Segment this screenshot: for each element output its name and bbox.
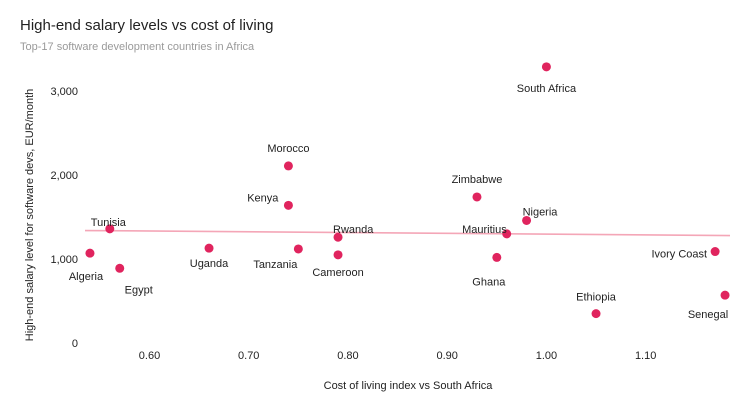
point-label-tunisia: Tunisia: [91, 217, 127, 229]
point-senegal: [720, 290, 730, 300]
point-label-nigeria: Nigeria: [523, 206, 559, 218]
trendline-layer: [84, 229, 731, 237]
point-label-senegal: Senegal: [688, 309, 728, 321]
x-tick-label: 1.10: [635, 350, 656, 362]
x-tick-label: 0.80: [337, 350, 358, 362]
point-label-algeria: Algeria: [69, 271, 104, 283]
point-label-morocco: Morocco: [267, 143, 309, 155]
y-tick-label: 3,000: [50, 86, 78, 98]
point-label-egypt: Egypt: [125, 284, 153, 296]
point-labels-layer: South Africa Morocco Zimbabwe Kenya Nigeria T…: [69, 83, 728, 321]
point-label-rwanda: Rwanda: [333, 224, 374, 236]
point-tunisia: [105, 224, 115, 234]
point-zimbabwe: [472, 192, 482, 202]
point-mauritius: [502, 229, 512, 239]
point-kenya: [283, 200, 293, 210]
point-nigeria: [522, 215, 532, 225]
x-tick-label: 0.70: [238, 350, 259, 362]
y-tick-label: 2,000: [50, 170, 78, 182]
point-label-ghana: Ghana: [472, 276, 506, 288]
point-ghana: [492, 252, 502, 262]
point-label-kenya: Kenya: [247, 192, 279, 204]
points-layer: [85, 62, 730, 319]
x-axis-ticks: 0.60 0.70 0.80 0.90 1.00 1.10: [139, 350, 657, 362]
point-label-zimbabwe: Zimbabwe: [452, 174, 503, 186]
point-tanzania: [293, 244, 303, 254]
point-morocco: [283, 161, 293, 171]
point-label-ethiopia: Ethiopia: [576, 292, 617, 304]
point-cameroon: [333, 250, 343, 260]
x-tick-label: 0.90: [436, 350, 457, 362]
point-label-tanzania: Tanzania: [253, 259, 298, 271]
x-axis-title: Cost of living index vs South Africa: [324, 380, 494, 392]
point-south-africa: [541, 62, 551, 72]
x-tick-label: 1.00: [536, 350, 557, 362]
point-label-ivory-coast: Ivory Coast: [651, 249, 707, 261]
point-ivory-coast: [710, 247, 720, 257]
y-tick-label: 0: [72, 338, 78, 350]
point-egypt: [115, 263, 125, 273]
y-axis-title: High-end salary level for software devs,…: [24, 89, 36, 342]
point-algeria: [85, 248, 95, 258]
point-uganda: [204, 243, 214, 253]
y-tick-label: 1,000: [50, 254, 78, 266]
chart-title: High-end salary levels vs cost of living: [20, 17, 274, 34]
point-ethiopia: [591, 309, 601, 319]
point-label-uganda: Uganda: [190, 258, 229, 270]
y-axis-ticks: 0 1,000 2,000 3,000: [50, 86, 78, 350]
trendline: [84, 229, 731, 237]
chart-subtitle: Top-17 software development countries in…: [20, 41, 255, 53]
x-tick-label: 0.60: [139, 350, 160, 362]
point-rwanda: [333, 232, 343, 242]
point-label-cameroon: Cameroon: [312, 267, 363, 279]
point-label-mauritius: Mauritius: [462, 224, 507, 236]
point-label-south-africa: South Africa: [517, 83, 577, 95]
